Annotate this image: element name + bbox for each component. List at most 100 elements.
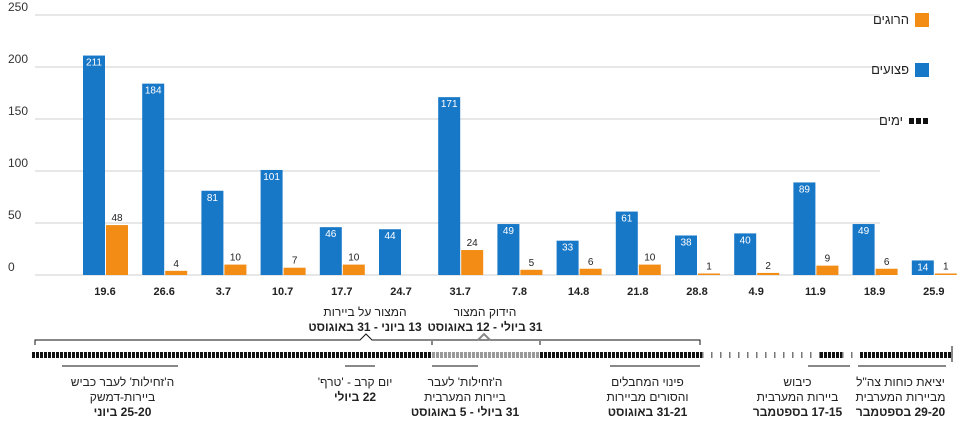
killed-data-label-31.7: 24 [467, 238, 479, 249]
timeline-day-marker [260, 352, 263, 358]
timeline-day-marker [520, 352, 523, 358]
killed-data-label-17.7: 10 [348, 253, 360, 264]
bracket-tighten-line1: הידוק המצור [453, 305, 517, 319]
timeline-day-marker [612, 352, 615, 358]
timeline-day-marker [428, 352, 431, 358]
legend-days-swatch [909, 117, 929, 124]
x-tick-label-7.8: 7.8 [512, 286, 527, 298]
timeline-label-6: יציאת כוחות צה"ל מביירות המערבית 29-20 ב… [838, 375, 963, 420]
killed-bar-7.8 [520, 269, 543, 275]
timeline-day-marker [52, 352, 55, 358]
timeline-day-marker [364, 352, 367, 358]
timeline-day-marker [368, 352, 371, 358]
timeline-day-marker [592, 352, 595, 358]
timeline-day-marker [84, 352, 87, 358]
killed-data-label-18.9: 6 [884, 257, 890, 268]
timeline-day-marker [388, 352, 391, 358]
timeline-label-3-line3: 31 ביולי - 5 באוגוסט [410, 405, 520, 419]
x-tick-label-4.9: 4.9 [749, 286, 764, 298]
timeline-day-marker [468, 352, 471, 358]
timeline-day-marker [774, 352, 776, 358]
timeline-day-marker [516, 352, 519, 358]
timeline-day-marker [232, 352, 235, 358]
timeline-label-4: פינוי המחבלים והסורים מביירות 31-21 באוג… [580, 375, 715, 420]
legend-wounded: פצועים [871, 62, 929, 77]
timeline-day-marker [524, 352, 527, 358]
timeline-day-marker [192, 352, 195, 358]
timeline-day-marker [420, 352, 423, 358]
killed-data-label-25.9: 1 [943, 262, 949, 273]
timeline-day-marker [132, 352, 135, 358]
timeline-day-marker [600, 352, 603, 358]
wounded-bar-17.7 [319, 227, 342, 275]
wounded-data-label-11.9: 89 [799, 184, 811, 195]
x-tick-label-26.6: 26.6 [153, 286, 174, 298]
timeline-day-marker [660, 352, 663, 358]
timeline-day-marker [560, 352, 563, 358]
brackets [34, 332, 701, 345]
timeline-day-marker [580, 352, 583, 358]
timeline-day-marker [228, 352, 231, 358]
timeline-day-marker [640, 352, 643, 358]
timeline-label-2: יום קרב - 'טרף' 22 ביולי [295, 375, 415, 405]
timeline-day-marker [376, 352, 379, 358]
timeline-day-marker [888, 352, 891, 358]
timeline-day-marker [556, 352, 559, 358]
timeline-day-marker [492, 352, 495, 358]
timeline-day-marker [72, 352, 75, 358]
timeline-strip [32, 346, 953, 367]
killed-bar-26.6 [165, 270, 188, 275]
timeline-day-marker [810, 352, 812, 358]
timeline-day-marker [500, 352, 503, 358]
killed-bar-14.8 [579, 268, 602, 275]
timeline-day-marker [216, 352, 219, 358]
timeline-day-marker [336, 352, 339, 358]
timeline-day-marker [916, 352, 919, 358]
timeline-day-marker [544, 352, 547, 358]
timeline-day-marker [304, 352, 307, 358]
wounded-bar-4.9 [734, 233, 757, 275]
timeline-day-marker [256, 352, 259, 358]
wounded-bar-11.9 [793, 182, 816, 275]
y-tick-label-50: 50 [8, 208, 22, 222]
x-tick-label-14.8: 14.8 [568, 286, 589, 298]
timeline-day-marker [792, 352, 794, 358]
timeline-day-marker [360, 352, 363, 358]
timeline-day-marker [424, 352, 427, 358]
timeline-day-marker [711, 352, 713, 358]
killed-data-label-3.7: 10 [230, 253, 242, 264]
timeline-day-marker [676, 352, 679, 358]
wounded-data-label-4.9: 40 [740, 235, 752, 246]
timeline-day-marker [876, 352, 879, 358]
timeline-day-marker [668, 352, 671, 358]
legend-killed: הרוגים [873, 12, 929, 27]
killed-bar-10.7 [283, 267, 306, 275]
timeline-day-marker [460, 352, 463, 358]
wounded-data-label-19.6: 211 [86, 58, 102, 69]
bracket-siege-label: המצור על ביירות 13 ביוני - 31 באוגוסט [255, 305, 475, 335]
bracket-siege-line1: המצור על ביירות [323, 305, 407, 319]
timeline-day-marker [68, 352, 71, 358]
legend-wounded-swatch [915, 62, 929, 77]
timeline-day-marker [608, 352, 611, 358]
timeline-day-marker [148, 352, 151, 358]
timeline-day-marker [144, 352, 147, 358]
timeline-day-marker [80, 352, 83, 358]
timeline-day-marker [92, 352, 95, 358]
timeline-day-marker [851, 352, 853, 358]
timeline-day-marker [900, 352, 903, 358]
timeline-day-marker [404, 352, 407, 358]
timeline-day-marker [868, 352, 871, 358]
timeline-day-marker [448, 352, 451, 358]
wounded-data-label-21.8: 61 [621, 214, 633, 225]
bracket-siege [34, 333, 701, 345]
timeline-day-marker [252, 352, 255, 358]
timeline-day-marker [932, 352, 935, 358]
bracket-tighten [431, 332, 541, 345]
timeline-day-marker [584, 352, 587, 358]
timeline-day-marker [484, 352, 487, 358]
timeline-label-5: כיבוש ביירות המערבית 17-15 בספטמבר [735, 375, 860, 420]
timeline-day-marker [824, 352, 827, 358]
timeline-day-marker [432, 352, 435, 358]
